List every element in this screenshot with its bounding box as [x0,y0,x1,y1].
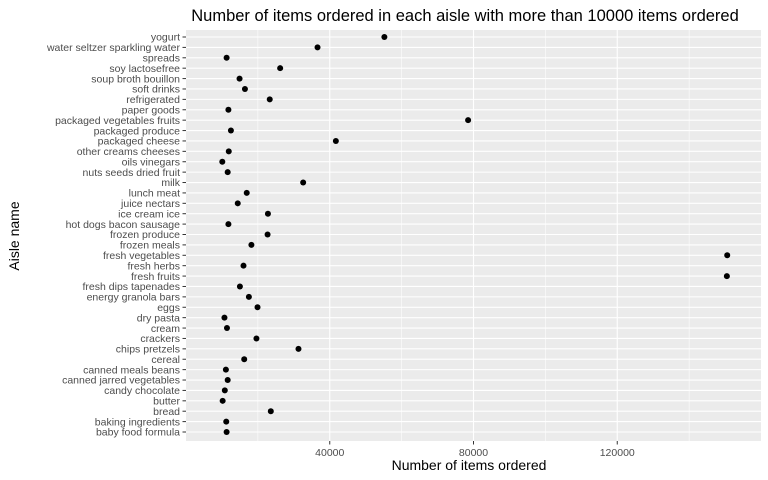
y-axis-title: Aisle name [6,201,22,270]
data-point [236,75,243,82]
data-point [245,293,252,300]
data-point [300,179,307,186]
data-point [236,283,243,290]
data-point [254,304,261,311]
y-tick-label: packaged vegetables fruits [55,115,180,127]
y-tick-label: canned jarred vegetables [62,375,180,387]
y-tick-label: fresh fruits [131,271,180,283]
y-tick-label: dry pasta [137,312,180,324]
data-point [223,54,230,61]
y-tick-label: paper goods [122,104,180,116]
y-tick-label: butter [153,396,180,408]
data-point [241,85,248,92]
x-tick-label: 40000 [315,447,344,459]
x-axis-title: Number of items ordered [392,457,547,473]
x-tick-labels: 40000 80000 120000 [315,447,635,459]
y-tick-label: crackers [140,333,180,345]
y-tick-label: soup broth bouillon [91,73,180,85]
data-point [264,231,271,238]
y-tick-label: juice nectars [120,198,180,210]
data-point [219,397,226,404]
x-tick-label: 120000 [600,447,635,459]
data-point [224,169,231,176]
y-tick-label: ice cream ice [118,208,180,220]
data-point [224,377,231,384]
chart-title: Number of items ordered in each aisle wi… [191,7,739,25]
data-point [295,345,302,352]
data-point [222,366,229,373]
y-tick-label: hot dogs bacon sausage [66,219,181,231]
y-tick-label: chips pretzels [116,344,180,356]
data-point [277,65,284,72]
y-tick-label: canned meals beans [83,364,180,376]
y-tick-label: water seltzer sparkling water [46,42,181,54]
data-point [223,429,230,435]
y-tick-label: eggs [157,302,180,314]
data-point [266,96,273,103]
data-point [724,252,731,259]
data-point [253,335,260,342]
data-point [240,262,247,269]
x-tick-label: 80000 [459,447,488,459]
data-point [219,158,226,165]
data-point [234,200,241,207]
y-tick-label: other creams cheeses [77,146,180,158]
y-tick-label: refrigerated [126,94,180,106]
y-tick-label: soft drinks [132,84,180,96]
y-tick-label: candy chocolate [104,385,180,397]
y-tick-label: energy granola bars [87,292,180,304]
y-tick-label: oils vinegars [122,156,180,168]
data-point [723,273,730,280]
y-tick-label: baking ingredients [95,416,180,428]
data-point [248,241,255,248]
data-point [264,210,271,217]
y-tick-label: fresh vegetables [103,250,180,262]
data-point [314,44,321,51]
y-tick-label: fresh herbs [127,260,180,272]
data-point [225,148,232,155]
data-point [241,356,248,363]
y-tick-label: packaged produce [94,125,181,137]
data-point [223,325,230,332]
y-tick-label: yogurt [151,32,180,44]
grid-major [186,30,761,441]
y-tick-label: baby food formula [96,427,180,439]
y-tick-label: soy lactosefree [109,63,180,75]
y-tick-label: spreads [143,52,180,64]
y-tick-label: cereal [151,354,180,366]
y-tick-label: packaged cheese [98,136,180,148]
data-point [381,34,388,40]
data-point [221,387,228,394]
axis-ticks [182,36,618,445]
y-tick-label: frozen produce [110,229,180,241]
y-tick-label: fresh dips tapenades [83,281,180,293]
y-tick-label: bread [153,406,180,418]
data-point [332,137,339,144]
data-point [227,127,234,134]
data-point [243,189,250,196]
data-point [225,106,232,113]
data-points [219,34,731,435]
data-point [223,418,230,425]
data-point [225,221,232,228]
data-point [465,117,472,124]
y-tick-label: milk [161,177,180,189]
grid-minor [257,30,690,441]
y-tick-label: frozen meals [120,240,180,252]
y-tick-label: lunch meat [129,188,180,200]
data-point [267,408,274,415]
y-tick-label: cream [151,323,180,335]
data-point [221,314,228,321]
y-tick-label: nuts seeds dried fruit [83,167,181,179]
